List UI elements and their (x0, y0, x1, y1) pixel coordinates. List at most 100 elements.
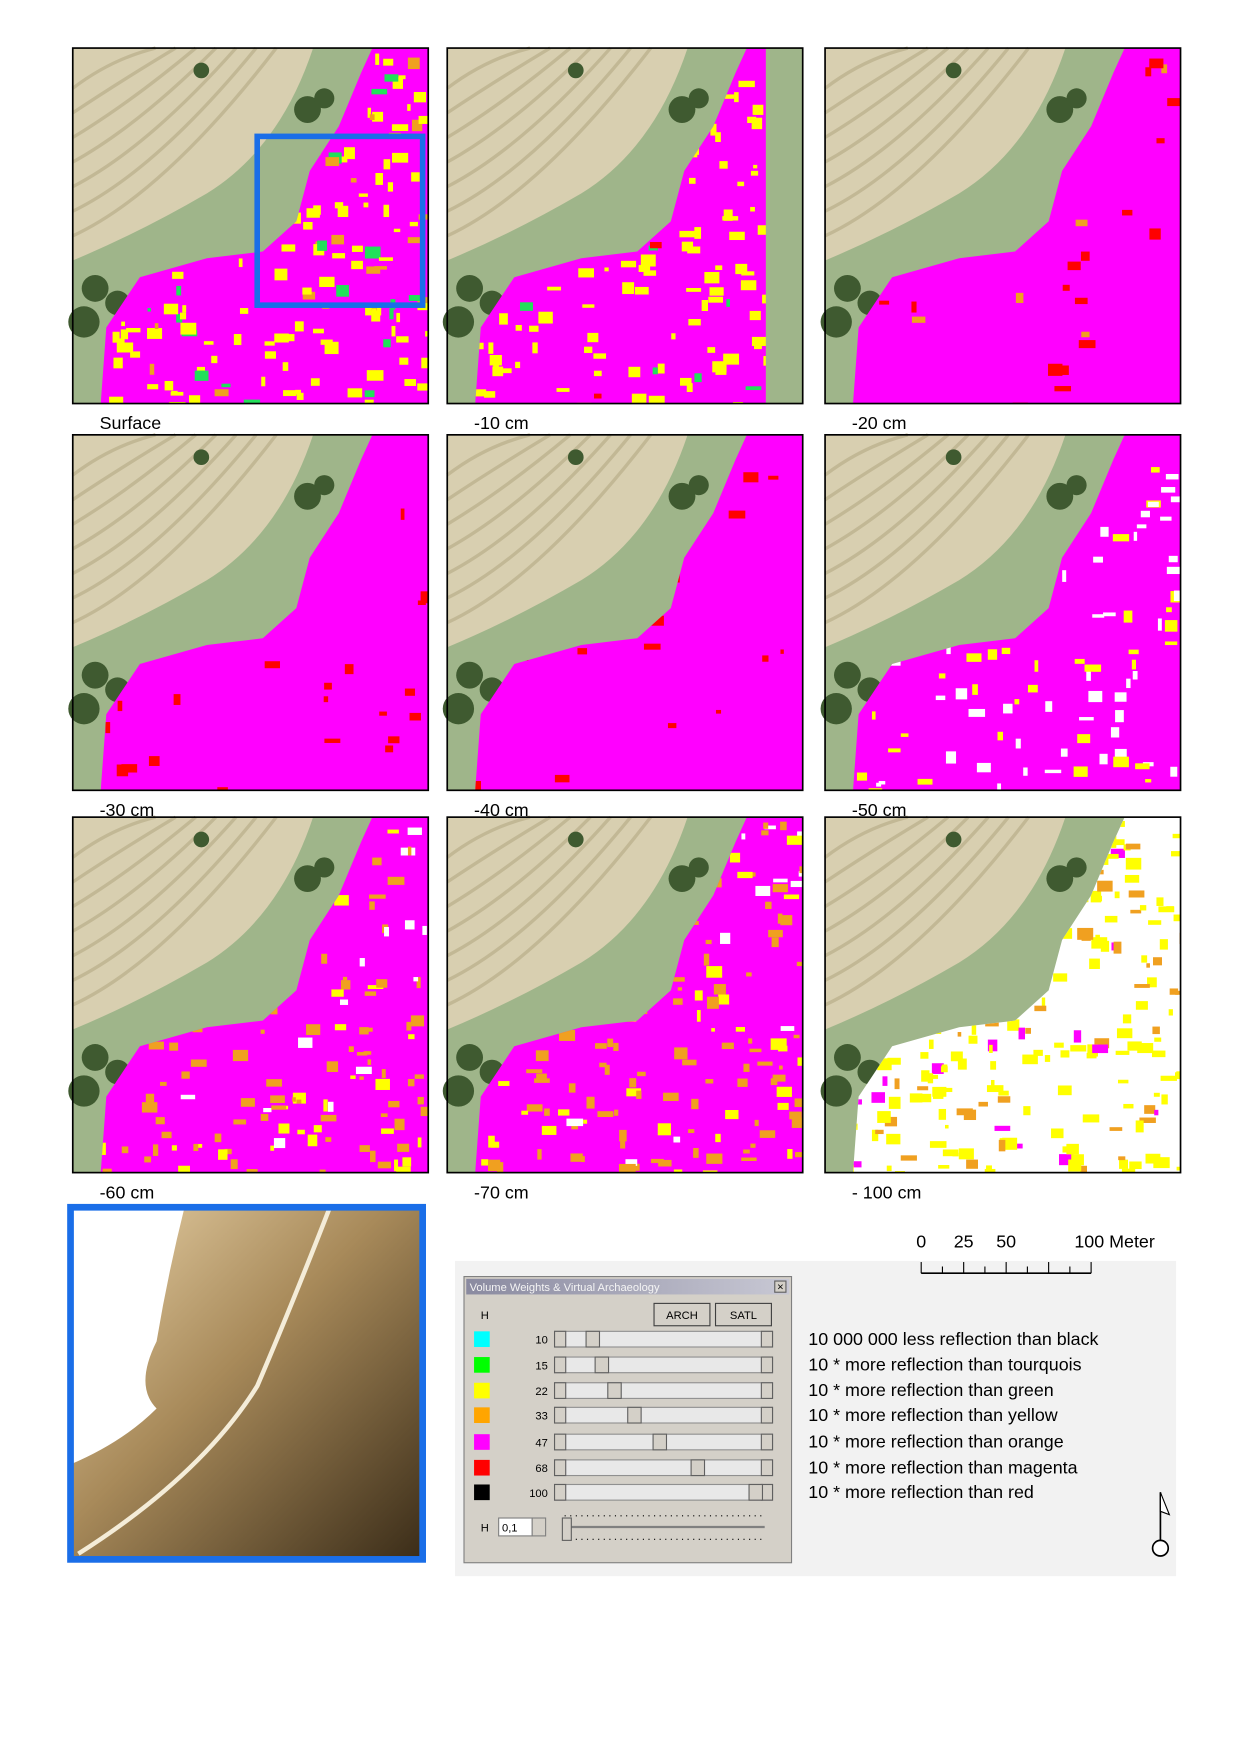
survey-speckle (384, 74, 399, 82)
slider-left[interactable] (553, 1483, 567, 1501)
survey-speckle (1168, 555, 1178, 563)
field-furrow (824, 816, 990, 958)
survey-speckle (871, 711, 876, 720)
survey-speckle (1166, 566, 1181, 575)
survey-speckle (1074, 658, 1085, 664)
field (72, 817, 314, 1030)
survey-speckle (372, 857, 382, 866)
survey-speckle (613, 1042, 619, 1051)
slider-left[interactable] (553, 1356, 567, 1374)
survey-speckle (492, 366, 504, 377)
survey-speckle (921, 1070, 930, 1082)
survey-speckle (282, 362, 289, 371)
field (825, 434, 1066, 648)
survey-speckle (1179, 932, 1181, 945)
slider-right[interactable] (760, 1406, 774, 1424)
tree (456, 661, 484, 689)
slider-left[interactable] (553, 1406, 567, 1424)
survey-speckle (1103, 612, 1116, 617)
survey-speckle (771, 937, 779, 948)
tree (945, 831, 962, 848)
survey-speckle (946, 644, 951, 655)
survey-speckle (963, 1109, 977, 1121)
survey-speckle (663, 1092, 679, 1102)
survey-speckle (887, 1057, 901, 1065)
panel-label: -50 cm (852, 800, 907, 820)
field-furrow (446, 433, 551, 502)
map-panel (68, 815, 430, 1174)
slider-left[interactable] (553, 1433, 567, 1451)
footer-thumb[interactable] (561, 1517, 572, 1541)
survey-speckle (407, 104, 411, 111)
survey-speckle (239, 308, 249, 314)
survey-speckle (1128, 890, 1145, 898)
survey-speckle (407, 827, 422, 835)
survey-speckle (673, 1136, 681, 1143)
survey-speckle (270, 1145, 275, 1151)
survey-speckle (389, 308, 394, 320)
survey-speckle (1130, 909, 1142, 914)
slider-thumb[interactable] (748, 1483, 764, 1501)
survey-speckle (325, 1137, 332, 1142)
dialog-button[interactable] (714, 1302, 772, 1327)
survey-speckle (1018, 1027, 1026, 1040)
slider-left[interactable] (553, 1382, 567, 1399)
survey-speckle (1126, 678, 1131, 689)
slider-right[interactable] (760, 1356, 774, 1374)
slider-thumb[interactable] (594, 1356, 610, 1374)
survey-speckle (754, 342, 762, 350)
survey-speckle (396, 312, 401, 323)
survey-speckle (264, 661, 280, 669)
row-description: 10 * more reflection than green (808, 1380, 1053, 1400)
survey-speckle (726, 299, 730, 307)
survey-speckle (1054, 386, 1072, 392)
survey-speckle (394, 1159, 399, 1172)
slider-thumb[interactable] (627, 1406, 642, 1424)
field-furrow (824, 433, 990, 575)
survey-speckle (105, 722, 111, 734)
slider-thumb[interactable] (652, 1433, 668, 1451)
dialog-button[interactable] (653, 1302, 711, 1327)
survey-speckle (344, 147, 355, 160)
survey-speckle (476, 342, 484, 350)
survey-speckle (394, 1118, 405, 1131)
slider-left[interactable] (553, 1330, 567, 1348)
close-button[interactable] (774, 1280, 787, 1293)
survey-speckle (144, 1156, 152, 1163)
slider-right[interactable] (760, 1459, 774, 1477)
slider-thumb[interactable] (690, 1459, 706, 1477)
slider-thumb[interactable] (585, 1330, 601, 1348)
slider-right[interactable] (760, 1382, 774, 1399)
survey-speckle (1116, 839, 1125, 846)
survey-speckle (740, 280, 757, 291)
footer-spinner[interactable] (531, 1517, 547, 1537)
slider-right[interactable] (760, 1433, 774, 1451)
survey-speckle (976, 762, 991, 773)
north-circle (1151, 1539, 1170, 1557)
slider-thumb[interactable] (607, 1382, 622, 1399)
survey-speckle (383, 204, 390, 218)
survey-speckle (141, 403, 148, 404)
survey-speckle (536, 1073, 547, 1082)
survey-speckle (853, 1165, 854, 1173)
survey-speckle (1113, 756, 1129, 768)
survey-speckle (1151, 1050, 1166, 1058)
survey-speckle (643, 643, 661, 650)
survey-speckle (326, 1061, 339, 1072)
slider-right[interactable] (760, 1330, 774, 1348)
tree (68, 1075, 100, 1107)
north-arrow (1151, 1492, 1171, 1557)
survey-speckle (1055, 365, 1069, 375)
survey-speckle (422, 925, 427, 935)
field-furrow (824, 433, 1030, 625)
survey-speckle (214, 389, 229, 397)
survey-speckle (877, 1058, 892, 1071)
survey-speckle (306, 208, 320, 218)
survey-speckle (413, 91, 427, 103)
slider-left[interactable] (553, 1459, 567, 1477)
survey-speckle (417, 1137, 422, 1148)
survey-speckle (359, 1076, 364, 1080)
survey-speckle (321, 953, 328, 964)
survey-speckle (779, 1065, 783, 1070)
survey-speckle (178, 1165, 191, 1173)
